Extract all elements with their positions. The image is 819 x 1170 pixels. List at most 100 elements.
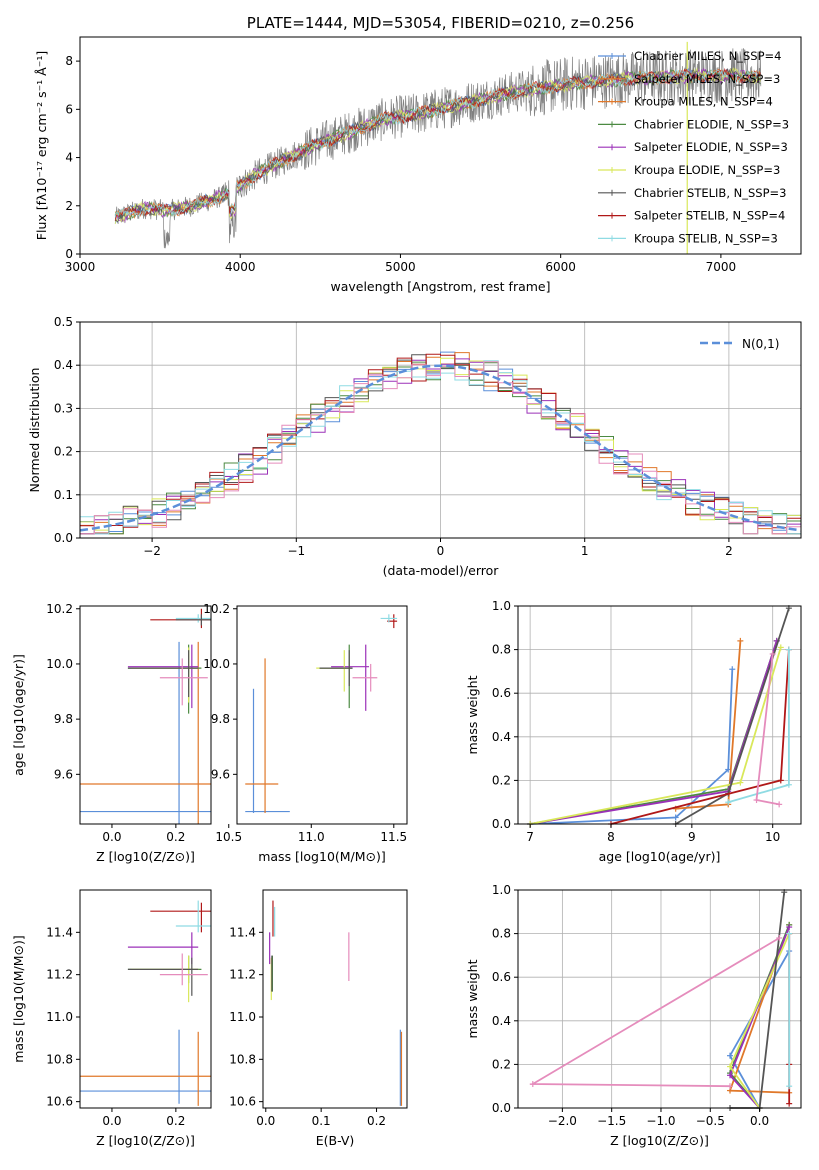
plot-frame — [236, 605, 408, 825]
x-tick-label: −0.5 — [696, 1114, 725, 1128]
plot-frame — [517, 889, 802, 1109]
spectrum-lines — [114, 41, 762, 254]
y-tick-label: 11.0 — [46, 1010, 73, 1024]
weight_vs_age-panel: 7 8 9 10 0.0 0.2 0.4 0.6 0.8 1.0 age [log10(age/yr… — [465, 599, 802, 864]
legend-label: Chabrier ELODIE, N_SSP=3 — [634, 117, 789, 131]
x-tick-label: −2.0 — [548, 1114, 577, 1128]
legend-label: Salpeter MILES, N_SSP=3 — [634, 72, 780, 86]
y-tick-label: 0.4 — [492, 730, 511, 744]
x-tick-label: 11.0 — [298, 830, 325, 844]
model-spectrum-line — [114, 69, 761, 218]
y-tick-label: 9.6 — [54, 767, 73, 781]
y-tick-label: 0.5 — [54, 315, 73, 329]
x-tick-label: 8 — [607, 830, 615, 844]
legend-label: Chabrier STELIB, N_SSP=3 — [634, 186, 786, 200]
y-tick-label: 0.8 — [492, 643, 511, 657]
y-tick-label: 0.0 — [492, 817, 511, 831]
x-axis-label: wavelength [Angstrom, rest frame] — [330, 279, 550, 294]
y-tick-label: 11.4 — [46, 925, 73, 939]
x-tick-label: −1.0 — [646, 1114, 675, 1128]
y-tick-label: 6 — [65, 102, 73, 116]
y-tick-label: 11.2 — [229, 968, 256, 982]
x-tick-label: 2 — [725, 544, 733, 558]
y-tick-label: 10.0 — [203, 657, 230, 671]
y-tick-label: 9.6 — [211, 767, 230, 781]
y-tick-label: 0.1 — [54, 488, 73, 502]
y-axis-label: mass [log10(M/M⊙)] — [11, 935, 26, 1063]
plot-frame — [79, 36, 802, 255]
legend-label: Salpeter ELODIE, N_SSP=3 — [634, 140, 788, 154]
x-tick-label: 10.5 — [215, 830, 242, 844]
x-tick-label: 0.0 — [256, 1114, 275, 1128]
x-tick-label: 9 — [688, 830, 696, 844]
x-tick-label: 0.0 — [102, 830, 121, 844]
y-tick-label: 10.6 — [229, 1095, 256, 1109]
x-tick-label: 0.2 — [166, 830, 185, 844]
y-axis-label: Flux [fλ10⁻¹⁷ erg cm⁻² s⁻¹ Å⁻¹] — [34, 51, 49, 240]
y-axis-label: age [log10(age/yr)] — [11, 654, 26, 776]
x-axis-label: mass [log10(M/M⊙)] — [258, 849, 386, 864]
x-axis-label: Z [log10(Z/Z⊙)] — [96, 849, 195, 864]
y-tick-label: 1.0 — [492, 883, 511, 897]
y-tick-label: 9.8 — [54, 712, 73, 726]
legend-label: N(0,1) — [742, 337, 779, 351]
y-tick-label: 0.2 — [492, 1057, 511, 1071]
age_vs_Z-panel: 0.0 0.2 9.6 9.8 10.0 10.2 Z [log10(Z/Z⊙)] age [… — [11, 602, 212, 864]
age_vs_mass-panel: 10.5 11.0 11.5 9.6 9.8 10.0 10.2 mass [log10(M/… — [203, 602, 408, 864]
mass_vs_Z-panel: 0.0 0.2 10.6 10.8 11.0 11.2 11.4 Z [log10(Z/Z⊙)… — [11, 889, 212, 1148]
y-tick-label: 0.4 — [492, 1014, 511, 1028]
y-tick-label: 10.0 — [46, 657, 73, 671]
x-tick-label: 0.2 — [166, 1114, 185, 1128]
x-tick-label: 10 — [765, 830, 780, 844]
x-tick-label: 4000 — [225, 260, 256, 274]
x-tick-label: 0.0 — [750, 1114, 769, 1128]
legend-label: Chabrier MILES, N_SSP=4 — [634, 49, 781, 63]
weight-line — [730, 892, 786, 1109]
x-axis-label: E(B-V) — [316, 1133, 355, 1148]
y-axis-label: Normed distribution — [27, 368, 42, 493]
y-tick-label: 10.6 — [46, 1095, 73, 1109]
residuals-panel: −2 −1 0 1 2 0.0 0.1 0.2 0.3 0.4 0.5 (data-model)/er… — [27, 315, 802, 578]
spectrum-panel: 3000 4000 5000 6000 7000 0 2 4 6 8 wavelength [Ang… — [34, 14, 802, 294]
y-tick-label: 1.0 — [492, 599, 511, 613]
x-axis-label: age [log10(age/yr)] — [599, 849, 721, 864]
y-tick-label: 2 — [65, 199, 73, 213]
y-tick-label: 10.2 — [203, 602, 230, 616]
normal-curve — [79, 364, 802, 532]
x-tick-label: 5000 — [385, 260, 416, 274]
x-tick-label: 7000 — [706, 260, 737, 274]
x-axis-label: (data-model)/error — [383, 563, 500, 578]
model-spectrum-line — [114, 67, 761, 221]
weight-line — [529, 640, 778, 825]
plot-frame — [79, 605, 212, 825]
weight-line — [529, 937, 780, 1088]
x-tick-label: 1 — [581, 544, 589, 558]
y-axis-label: mass weight — [465, 959, 480, 1038]
x-tick-label: −1 — [287, 544, 305, 558]
y-tick-label: 0.2 — [54, 445, 73, 459]
x-tick-label: −1.5 — [597, 1114, 626, 1128]
y-tick-label: 0.8 — [492, 927, 511, 941]
x-tick-label: 3000 — [65, 260, 96, 274]
y-tick-label: 0.0 — [54, 531, 73, 545]
y-tick-label: 0.0 — [492, 1101, 511, 1115]
y-tick-label: 11.2 — [46, 968, 73, 982]
plot-frame — [79, 889, 212, 1109]
y-tick-label: 0.4 — [54, 358, 73, 372]
residual-histogram — [79, 361, 801, 538]
y-tick-label: 11.4 — [229, 925, 256, 939]
weight-line — [529, 640, 778, 825]
y-tick-label: 10.2 — [46, 602, 73, 616]
mass_vs_ebv-panel: 0.0 0.1 0.2 10.6 10.8 11.0 11.2 11.4 E(B-V) — [229, 889, 408, 1148]
legend-label: Kroupa STELIB, N_SSP=3 — [634, 231, 778, 245]
y-tick-label: 8 — [65, 54, 73, 68]
residual-histogram — [79, 353, 801, 538]
x-tick-label: 7 — [526, 830, 534, 844]
y-tick-label: 4 — [65, 151, 73, 165]
y-tick-label: 0.3 — [54, 401, 73, 415]
y-tick-label: 0.6 — [492, 970, 511, 984]
y-tick-label: 0 — [65, 247, 73, 261]
x-tick-label: 6000 — [545, 260, 576, 274]
y-tick-label: 0.6 — [492, 686, 511, 700]
